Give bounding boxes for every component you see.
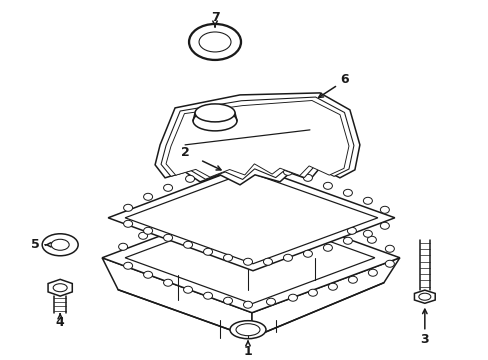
Ellipse shape <box>119 243 127 250</box>
Ellipse shape <box>143 271 152 278</box>
Text: 5: 5 <box>31 238 40 251</box>
Ellipse shape <box>263 258 272 265</box>
Ellipse shape <box>308 289 317 296</box>
Ellipse shape <box>243 258 252 265</box>
Ellipse shape <box>158 223 167 230</box>
Ellipse shape <box>283 254 292 261</box>
Ellipse shape <box>180 214 189 221</box>
Ellipse shape <box>366 236 376 243</box>
Ellipse shape <box>220 203 229 210</box>
Ellipse shape <box>143 193 152 200</box>
Ellipse shape <box>163 184 172 191</box>
Polygon shape <box>155 93 359 185</box>
Polygon shape <box>414 290 434 303</box>
Ellipse shape <box>123 262 132 269</box>
Ellipse shape <box>42 234 78 256</box>
Ellipse shape <box>229 321 265 339</box>
Ellipse shape <box>53 284 67 292</box>
Ellipse shape <box>138 232 147 239</box>
Ellipse shape <box>418 293 430 300</box>
Ellipse shape <box>307 213 316 220</box>
Ellipse shape <box>223 165 232 171</box>
Ellipse shape <box>266 298 275 305</box>
Ellipse shape <box>183 241 192 248</box>
Polygon shape <box>166 100 348 177</box>
Text: 1: 1 <box>243 345 252 358</box>
Polygon shape <box>125 172 377 264</box>
Text: 4: 4 <box>56 316 64 329</box>
Ellipse shape <box>183 286 192 293</box>
Ellipse shape <box>385 245 393 252</box>
Ellipse shape <box>346 227 356 234</box>
Ellipse shape <box>123 220 132 227</box>
Polygon shape <box>102 203 399 313</box>
Polygon shape <box>161 97 353 179</box>
Ellipse shape <box>51 239 69 250</box>
Ellipse shape <box>323 182 332 189</box>
Ellipse shape <box>263 165 272 171</box>
Ellipse shape <box>195 104 235 122</box>
Ellipse shape <box>285 206 294 213</box>
Ellipse shape <box>327 220 336 227</box>
Ellipse shape <box>323 244 332 251</box>
Ellipse shape <box>199 32 230 52</box>
Ellipse shape <box>243 200 252 207</box>
Ellipse shape <box>343 189 352 196</box>
Ellipse shape <box>203 248 212 255</box>
Ellipse shape <box>123 204 132 211</box>
Text: 3: 3 <box>420 333 428 346</box>
Ellipse shape <box>236 324 260 336</box>
Ellipse shape <box>328 283 337 290</box>
Ellipse shape <box>363 230 372 237</box>
Ellipse shape <box>203 292 212 299</box>
Ellipse shape <box>343 237 352 244</box>
Ellipse shape <box>380 206 388 213</box>
Polygon shape <box>251 258 399 338</box>
Ellipse shape <box>363 197 372 204</box>
Ellipse shape <box>223 297 232 304</box>
Ellipse shape <box>205 168 214 175</box>
Ellipse shape <box>380 222 388 229</box>
Ellipse shape <box>189 24 241 60</box>
Polygon shape <box>125 212 374 304</box>
Text: 6: 6 <box>340 73 348 86</box>
Ellipse shape <box>347 276 357 283</box>
Ellipse shape <box>223 254 232 261</box>
Polygon shape <box>48 279 72 296</box>
Ellipse shape <box>185 175 194 182</box>
Polygon shape <box>102 258 251 338</box>
Ellipse shape <box>385 260 393 267</box>
Ellipse shape <box>143 227 152 234</box>
Ellipse shape <box>288 294 297 301</box>
Ellipse shape <box>303 250 312 257</box>
Ellipse shape <box>243 301 252 308</box>
Ellipse shape <box>163 279 172 286</box>
Ellipse shape <box>243 162 252 169</box>
Ellipse shape <box>193 111 237 131</box>
Text: 7: 7 <box>210 12 219 24</box>
Ellipse shape <box>263 202 272 209</box>
Text: 2: 2 <box>180 147 189 159</box>
Ellipse shape <box>303 174 312 181</box>
Ellipse shape <box>163 234 172 241</box>
Ellipse shape <box>200 207 209 214</box>
Ellipse shape <box>283 168 292 175</box>
Ellipse shape <box>367 269 377 276</box>
Polygon shape <box>108 165 394 271</box>
